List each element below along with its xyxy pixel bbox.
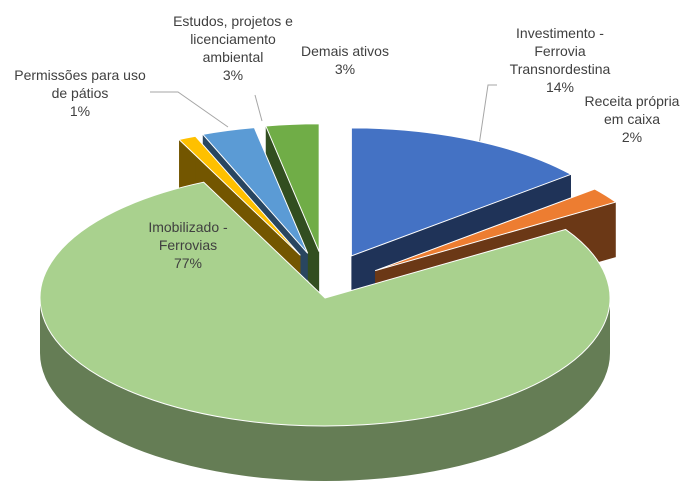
data-label: Estudos, projetos e licenciamento ambien…	[158, 12, 308, 84]
leader-lines	[150, 84, 497, 153]
data-label: Receita própria em caixa 2%	[582, 92, 682, 146]
value-label: 2%	[621, 129, 643, 145]
category-label: Permissões para uso de pátios	[14, 67, 146, 101]
category-label: Imobilizado - Ferrovias	[148, 219, 228, 253]
data-label: Investimento - Ferrovia Transnordestina 1…	[495, 24, 625, 96]
leader-line	[477, 84, 497, 153]
category-label: Investimento - Ferrovia Transnordestina	[509, 25, 611, 77]
slice	[39, 181, 611, 427]
data-label: Imobilizado - Ferrovias 77%	[123, 218, 253, 272]
slice	[177, 135, 301, 256]
value-label: 1%	[69, 103, 91, 119]
slice	[374, 188, 617, 272]
data-label: Demais ativos 3%	[295, 42, 395, 78]
data-label: Permissões para uso de pátios 1%	[10, 66, 150, 120]
slice	[39, 181, 611, 481]
category-label: Demais ativos	[301, 43, 389, 59]
category-label: Receita própria em caixa	[584, 93, 680, 127]
slice-outer-wall	[40, 298, 610, 481]
leader-line	[150, 91, 229, 128]
slice	[201, 127, 309, 254]
category-label: Estudos, projetos e licenciamento ambien…	[173, 13, 293, 65]
value-label: 3%	[222, 67, 244, 83]
value-label: 77%	[173, 255, 203, 271]
leader-line	[254, 94, 263, 122]
value-label: 14%	[545, 79, 575, 95]
slice	[265, 123, 320, 252]
value-label: 3%	[334, 61, 356, 77]
slice	[350, 127, 573, 257]
